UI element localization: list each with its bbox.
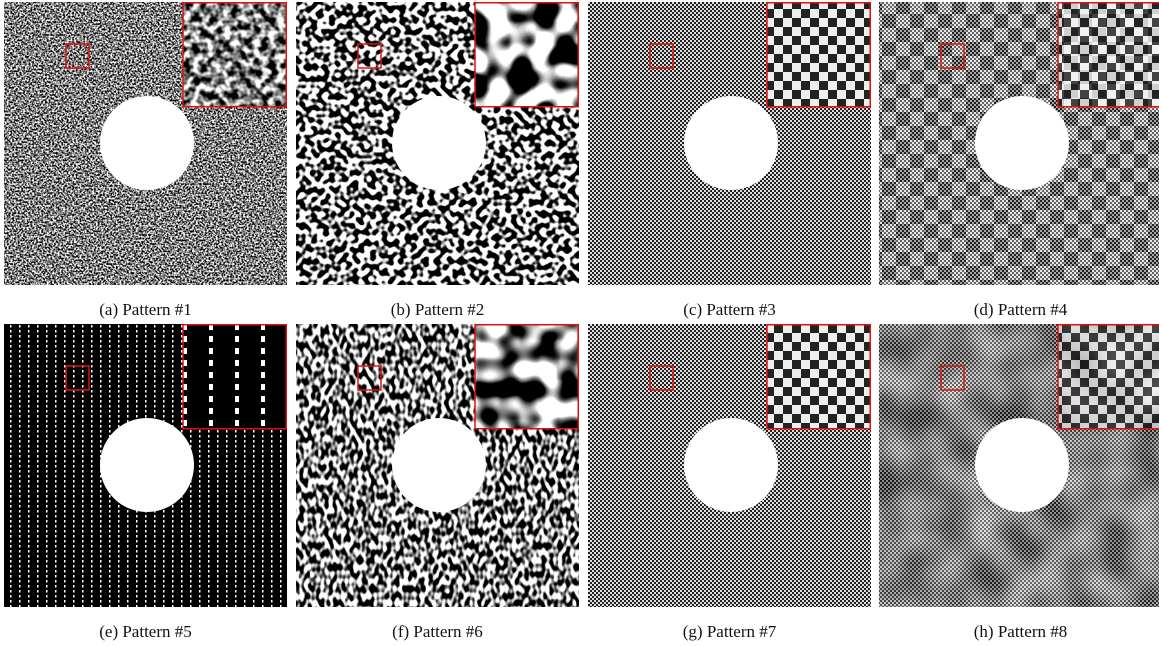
panel: (g) Pattern #7 [588,324,871,641]
caption: (d) Pattern #4 [974,300,1068,319]
hole [392,418,486,512]
panel: (d) Pattern #4 [879,2,1159,319]
figure: (a) Pattern #1 (b) Pattern #2 (c) Pattern … [0,0,1159,646]
caption: (g) Pattern #7 [683,622,777,641]
caption: (e) Pattern #5 [99,622,192,641]
caption: (c) Pattern #3 [683,300,776,319]
caption: (a) Pattern #1 [99,300,192,319]
panel: (e) Pattern #5 [4,324,287,641]
zoom-inset [475,2,579,106]
hole [975,418,1069,512]
hole [392,96,486,190]
caption: (f) Pattern #6 [392,622,483,641]
panel: (f) Pattern #6 [296,324,579,641]
caption: (b) Pattern #2 [391,300,484,319]
hole [100,418,194,512]
zoom-inset [475,324,579,428]
hole [684,96,778,190]
hole [100,96,194,190]
hole [684,418,778,512]
hole [975,96,1069,190]
zoom-inset [1058,324,1159,428]
panel: (a) Pattern #1 [4,2,287,319]
zoom-inset [183,324,287,428]
zoom-inset [183,2,287,106]
zoom-inset [767,2,871,106]
panel: (h) Pattern #8 [879,324,1159,641]
caption: (h) Pattern #8 [974,622,1067,641]
panel: (c) Pattern #3 [588,2,871,319]
zoom-inset [767,324,871,428]
zoom-inset [1058,2,1159,106]
panel: (b) Pattern #2 [296,2,579,319]
